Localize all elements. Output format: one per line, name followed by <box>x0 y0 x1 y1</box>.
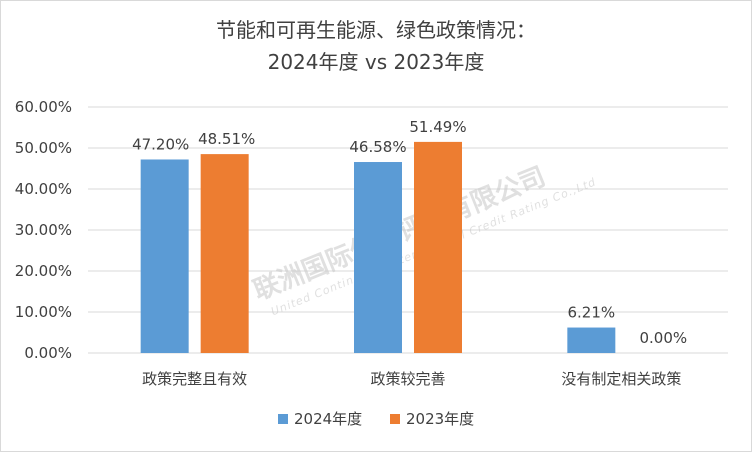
legend-swatch <box>390 414 400 424</box>
bar-2024 <box>140 159 189 353</box>
y-tick-label: 10.00% <box>15 303 72 321</box>
y-tick-label: 20.00% <box>15 262 72 280</box>
chart-title-line1: 节能和可再生能源、绿色政策情况： <box>216 18 536 42</box>
y-tick-label: 30.00% <box>15 221 72 239</box>
data-label: 0.00% <box>640 329 688 347</box>
y-tick-label: 50.00% <box>15 139 72 157</box>
chart-title-line2: 2024年度 vs 2023年度 <box>267 50 485 74</box>
data-label: 51.49% <box>409 118 466 136</box>
bar-2024 <box>354 162 402 353</box>
data-label: 48.51% <box>198 130 255 148</box>
legend-label: 2023年度 <box>406 410 474 428</box>
bar-2023 <box>200 154 249 353</box>
y-tick-label: 40.00% <box>15 180 72 198</box>
y-tick-label: 0.00% <box>24 344 72 362</box>
legend-label: 2024年度 <box>294 410 362 428</box>
category-label: 没有制定相关政策 <box>561 370 681 388</box>
data-label: 47.20% <box>132 135 189 153</box>
data-label: 46.58% <box>349 138 406 156</box>
data-labels: 47.20% 48.51% 46.58%51.49% 6.21% 0.00% <box>132 118 687 347</box>
bar-2023 <box>414 141 462 353</box>
category-label: 政策较完善 <box>370 370 445 388</box>
chart-title: 节能和可再生能源、绿色政策情况： 2024年度 vs 2023年度 <box>0 14 752 78</box>
legend-swatch <box>278 414 288 424</box>
bar-2024 <box>567 327 616 353</box>
y-axis-ticks: 0.00% 10.00% 20.00% 30.00% 40.00% 50.00% 60.00… <box>15 98 72 362</box>
gridlines <box>88 106 728 354</box>
category-label: 政策完整且有效 <box>142 370 247 388</box>
legend: 2024年度 2023年度 <box>278 410 474 428</box>
bars <box>140 141 616 353</box>
x-axis-categories: 政策完整且有效 政策较完善 没有制定相关政策 <box>142 370 681 388</box>
y-tick-label: 60.00% <box>15 98 72 116</box>
data-label: 6.21% <box>568 304 616 322</box>
